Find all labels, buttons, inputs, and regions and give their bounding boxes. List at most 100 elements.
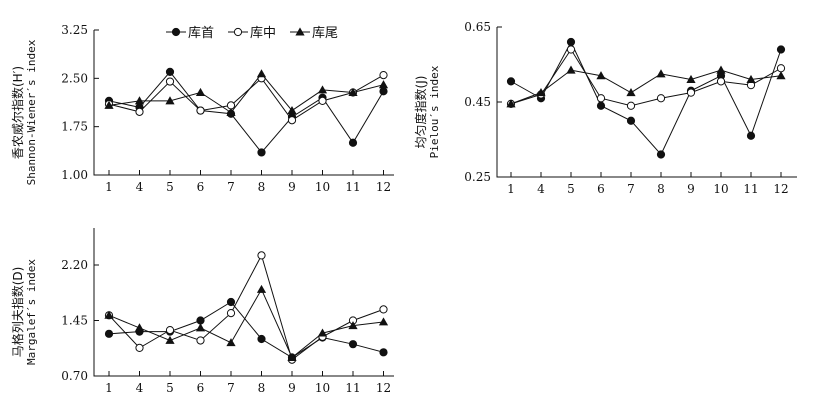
- data-point: [196, 316, 205, 325]
- x-tick-label: 7: [227, 381, 235, 395]
- x-tick-label: 5: [166, 180, 174, 194]
- x-tick-label: 11: [345, 180, 360, 194]
- y-tick-label: 3.25: [61, 23, 88, 37]
- data-point: [165, 335, 175, 344]
- data-point: [566, 65, 576, 74]
- y-tick-label: 0.65: [464, 20, 491, 34]
- x-tick-label: 9: [288, 381, 296, 395]
- x-tick-label: 6: [597, 182, 605, 196]
- x-tick-label: 4: [136, 180, 144, 194]
- series-2: [506, 45, 786, 110]
- data-point: [746, 74, 756, 83]
- x-tick-label: 6: [197, 381, 205, 395]
- data-point: [104, 310, 114, 319]
- x-tick-label: 12: [773, 182, 788, 196]
- x-tick-label: 4: [136, 381, 144, 395]
- data-point: [656, 69, 666, 78]
- x-tick-label: 8: [258, 180, 266, 194]
- data-point: [104, 100, 114, 109]
- x-tick-label: 10: [713, 182, 728, 196]
- data-point: [196, 106, 205, 115]
- x-tick-label: 9: [288, 180, 296, 194]
- data-point: [226, 338, 236, 347]
- data-point: [596, 101, 606, 110]
- data-point: [287, 352, 297, 361]
- y-axis-title-en: Pielou′s index: [428, 65, 441, 158]
- y-tick-label: 0.25: [464, 170, 491, 184]
- x-tick-label: 12: [376, 381, 391, 395]
- series-line: [510, 69, 782, 105]
- data-point: [348, 340, 358, 349]
- data-point: [686, 88, 696, 97]
- data-point: [716, 65, 726, 74]
- data-point: [776, 64, 786, 73]
- x-tick-label: 1: [105, 381, 113, 395]
- data-point: [379, 348, 388, 357]
- y-tick-label: 2.50: [61, 71, 88, 85]
- data-point: [348, 138, 358, 147]
- data-point: [378, 317, 389, 326]
- x-tick-label: 8: [258, 381, 266, 395]
- x-tick-label: 11: [345, 381, 360, 395]
- x-tick-label: 9: [687, 182, 695, 196]
- data-point: [626, 101, 636, 110]
- data-point: [256, 284, 267, 293]
- data-point: [134, 323, 145, 332]
- legend-label: 库首: [188, 25, 214, 41]
- data-point: [626, 116, 636, 125]
- y-axis-title-en: Margalef′s index: [25, 259, 38, 365]
- series-line: [108, 74, 384, 121]
- series-3: [104, 284, 389, 361]
- series-line: [510, 48, 782, 107]
- data-point: [135, 107, 144, 116]
- series-2: [104, 251, 388, 364]
- data-point: [506, 77, 516, 86]
- data-point: [287, 105, 297, 115]
- data-point: [596, 94, 606, 103]
- x-tick-label: 8: [657, 182, 665, 196]
- y-tick-label: 1.45: [61, 314, 88, 328]
- series-line: [108, 301, 384, 359]
- data-point: [257, 148, 266, 157]
- x-tick-label: 12: [376, 180, 391, 194]
- data-point: [378, 80, 389, 89]
- x-tick-label: 7: [627, 182, 635, 196]
- y-tick-label: 1.00: [61, 168, 88, 182]
- data-point: [165, 67, 175, 76]
- data-point: [195, 87, 206, 96]
- legend-label: 库中: [250, 25, 276, 41]
- data-point: [379, 305, 388, 314]
- data-point: [776, 45, 786, 54]
- data-point: [348, 321, 358, 330]
- data-point: [536, 88, 546, 97]
- y-axis-title-cn: 马格列夫指数(D): [10, 267, 25, 358]
- data-point: [135, 343, 144, 352]
- x-tick-label: 7: [227, 180, 235, 194]
- data-point: [746, 131, 756, 140]
- legend: 库首 库中 库尾: [166, 25, 338, 41]
- data-point: [104, 329, 114, 338]
- x-tick-label: 10: [315, 381, 330, 395]
- data-point: [196, 336, 205, 345]
- data-point: [379, 71, 388, 80]
- series-1: [506, 37, 786, 159]
- data-point: [317, 328, 328, 337]
- series-line: [108, 71, 384, 154]
- series-3: [104, 69, 389, 116]
- data-point: [626, 88, 636, 97]
- y-tick-label: 2.20: [61, 258, 88, 272]
- y-axis-title-en: Shannon-Wiener′s index: [25, 39, 38, 185]
- series-line: [108, 254, 384, 361]
- data-point: [776, 71, 786, 80]
- data-point: [226, 107, 236, 116]
- x-tick-label: 5: [567, 182, 575, 196]
- y-axis-title-cn: 香农威尔指数(H′): [10, 66, 25, 159]
- data-point: [287, 116, 297, 125]
- data-point: [656, 94, 666, 103]
- data-point: [165, 326, 175, 335]
- data-point: [226, 297, 236, 307]
- x-tick-label: 1: [105, 180, 113, 194]
- data-point: [566, 37, 576, 47]
- data-point: [506, 99, 516, 108]
